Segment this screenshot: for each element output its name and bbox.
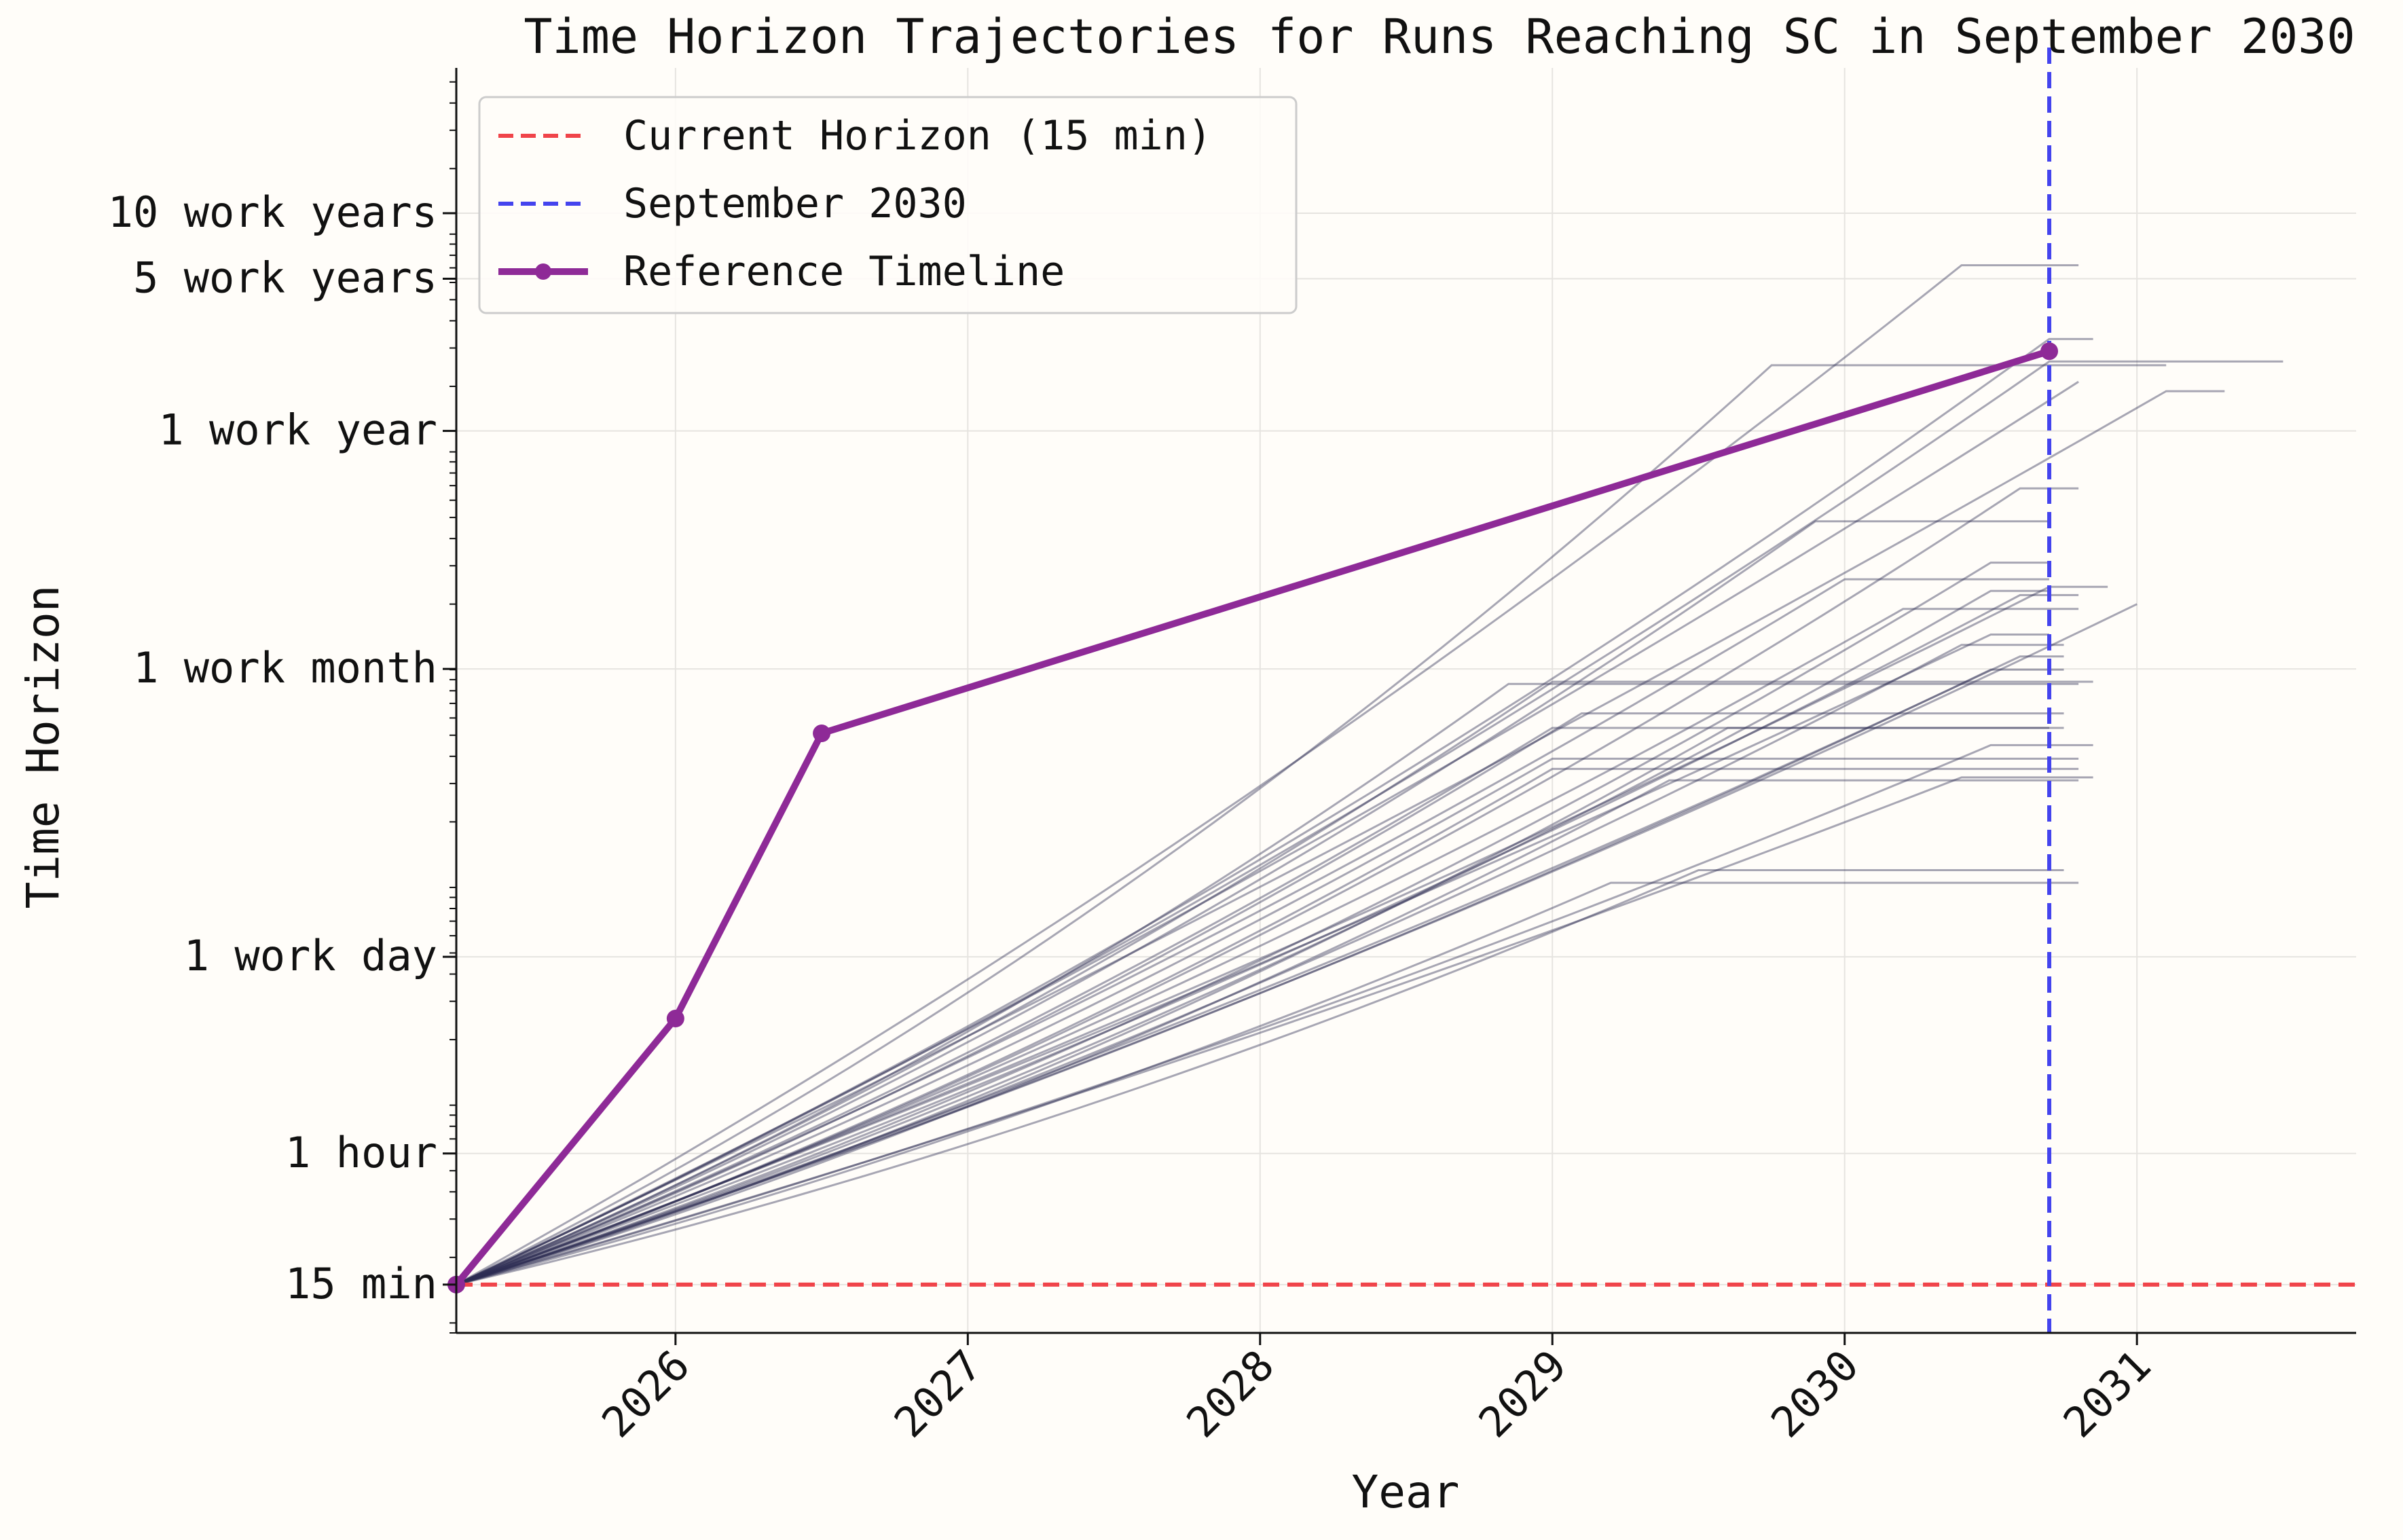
trajectory-line	[456, 585, 2108, 1286]
trajectory-line	[456, 682, 2079, 1286]
trajectory-line	[456, 727, 2064, 1286]
trajectory-line	[456, 727, 2049, 1286]
trajectory-line	[456, 562, 2049, 1286]
trajectory-line	[456, 264, 2079, 1286]
legend-label-target-date: September 2030	[623, 180, 967, 227]
y-tick-label: 10 work years	[108, 187, 437, 237]
y-tick-label: 1 work day	[184, 931, 437, 980]
y-axis-label: Time Horizon	[17, 585, 69, 909]
reference-timeline	[447, 342, 2059, 1294]
trajectory-line	[456, 668, 2064, 1286]
x-axis-label: Year	[1352, 1466, 1460, 1518]
reference-timeline-line	[454, 348, 2051, 1287]
trajectory-line	[456, 869, 2064, 1286]
trajectory-line	[456, 680, 2093, 1286]
trajectory-line	[456, 380, 2079, 1286]
reference-lines	[456, 48, 2356, 1333]
reference-timeline-point	[813, 725, 831, 743]
chart-title: Time Horizon Trajectories for Runs Reach…	[524, 9, 2355, 65]
y-tick-label: 1 hour	[285, 1128, 437, 1177]
y-tick-label: 15 min	[285, 1259, 437, 1308]
trajectory-line	[456, 767, 2079, 1286]
reference-timeline-point	[2040, 342, 2059, 361]
trajectory-line	[456, 578, 2049, 1286]
trajectory-line	[456, 608, 2079, 1286]
trajectories	[456, 264, 2283, 1286]
legend-label-current-horizon: Current Horizon (15 min)	[623, 112, 1212, 160]
trajectory-line	[456, 776, 2093, 1286]
y-tick-label: 5 work years	[133, 253, 437, 303]
reference-timeline-point	[666, 1010, 684, 1028]
trajectory-line	[456, 744, 2093, 1286]
trajectory-line	[456, 712, 2064, 1286]
trajectory-line	[456, 881, 2079, 1286]
trajectory-line	[456, 757, 2079, 1286]
trajectory-line	[456, 364, 2167, 1286]
trajectory-line	[456, 487, 2079, 1286]
trajectory-line	[456, 634, 2049, 1286]
legend: Current Horizon (15 min) September 2030 …	[478, 96, 1298, 314]
trajectory-line	[456, 520, 2049, 1286]
trajectory-line	[456, 655, 2064, 1286]
y-tick-label: 1 work month	[133, 643, 437, 693]
trajectory-line	[456, 589, 2049, 1286]
legend-marker-reference-timeline	[535, 263, 551, 280]
legend-label-reference-timeline: Reference Timeline	[623, 248, 1065, 295]
trajectory-line	[456, 593, 2079, 1286]
trajectory-line	[456, 390, 2225, 1286]
legend-box	[478, 96, 1298, 314]
trajectory-line	[456, 779, 2079, 1286]
trajectory-line	[456, 644, 2064, 1286]
y-tick-label: 1 work year	[158, 405, 437, 455]
trajectory-line	[456, 603, 2138, 1286]
trajectory-line	[456, 360, 2283, 1286]
trajectory-line	[456, 337, 2093, 1286]
